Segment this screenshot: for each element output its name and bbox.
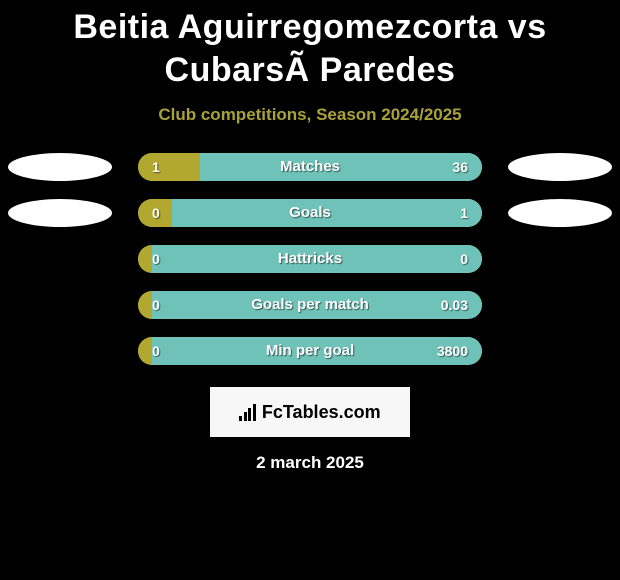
- stat-label: Goals: [138, 199, 482, 227]
- stat-row: 00.03Goals per match: [0, 291, 620, 319]
- barchart-icon: [239, 403, 256, 421]
- subtitle: Club competitions, Season 2024/2025: [0, 105, 620, 125]
- stat-label: Matches: [138, 153, 482, 181]
- stat-row: 136Matches: [0, 153, 620, 181]
- brand-box: FcTables.com: [210, 387, 410, 437]
- stat-row: 03800Min per goal: [0, 337, 620, 365]
- player-right-ellipse: [508, 199, 612, 227]
- stat-label: Min per goal: [138, 337, 482, 365]
- stats-container: 136Matches 01Goals 00Hattricks 00.03Goals p…: [0, 153, 620, 365]
- stat-label: Goals per match: [138, 291, 482, 319]
- page-title: Beitia Aguirregomezcorta vs CubarsÃ­ Par…: [0, 0, 620, 91]
- stat-label: Hattricks: [138, 245, 482, 273]
- brand-text: FcTables.com: [262, 402, 381, 423]
- stat-row: 00Hattricks: [0, 245, 620, 273]
- player-left-ellipse: [8, 153, 112, 181]
- player-right-ellipse: [508, 153, 612, 181]
- player-left-ellipse: [8, 199, 112, 227]
- date-label: 2 march 2025: [0, 453, 620, 473]
- stat-row: 01Goals: [0, 199, 620, 227]
